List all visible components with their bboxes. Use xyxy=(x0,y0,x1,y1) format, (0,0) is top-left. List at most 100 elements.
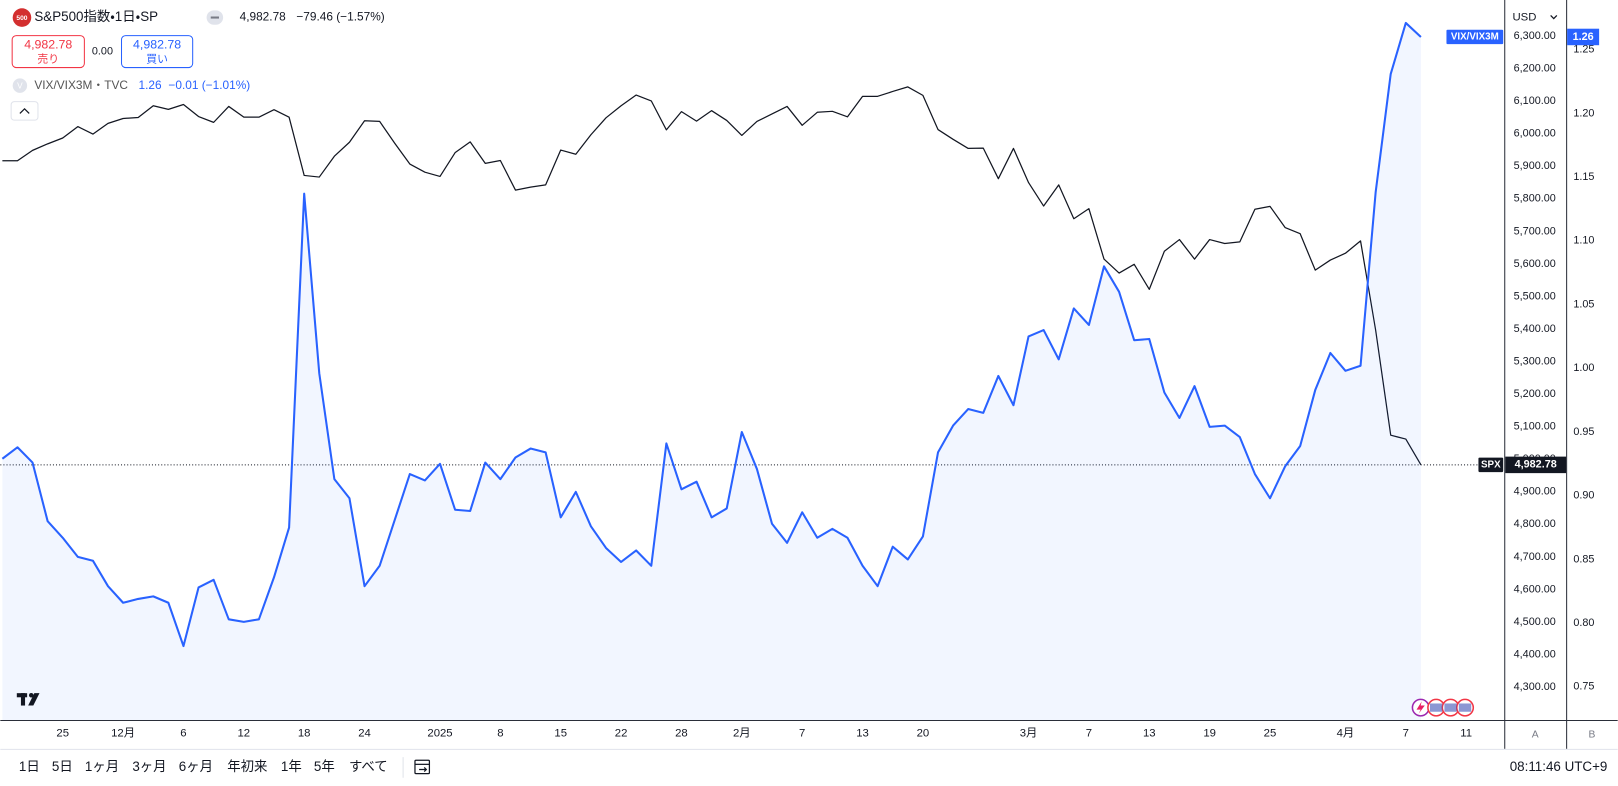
currency[interactable]: USD xyxy=(1512,12,1536,24)
collapse-caret xyxy=(19,107,30,114)
y-tick-label: 4,700.00 xyxy=(1514,551,1556,563)
range-button[interactable]: 1日 xyxy=(19,759,40,774)
y-tick-label: 4,800.00 xyxy=(1514,518,1556,530)
series-line xyxy=(2,86,1422,466)
y2-tick-label: 0.80 xyxy=(1573,617,1594,629)
y-tick-label: 6,000.00 xyxy=(1514,128,1556,140)
y2-tick-label: 1.15 xyxy=(1573,171,1594,183)
price-tags: SPX 4,982.78 VIX/VIX3M 1.26 xyxy=(1446,28,1600,474)
y2-tick-label: 1.25 xyxy=(1573,44,1594,56)
sell-price[interactable]: 4,982.78 xyxy=(24,38,72,52)
range-button[interactable]: 5年 xyxy=(314,759,335,774)
x-tick-label: 15 xyxy=(554,727,567,739)
overlay-change: −0.01 (−1.01%) xyxy=(168,78,250,92)
y-tick-label: 6,300.00 xyxy=(1514,30,1556,42)
series-name-tag xyxy=(1446,29,1504,45)
y2-tick-label: 0.85 xyxy=(1573,553,1594,565)
overlay-title[interactable]: VIX/VIX3M・TVC xyxy=(34,78,128,92)
symbol-title[interactable]: S&P500指数・1日・SP xyxy=(34,9,158,24)
range-button[interactable]: 1ヶ月 xyxy=(85,759,119,774)
y2-tick-label: 0.95 xyxy=(1573,426,1594,438)
x-tick-label: 11 xyxy=(1460,727,1472,739)
sell-button[interactable] xyxy=(11,35,85,69)
buy-price[interactable]: 4,982.78 xyxy=(133,38,181,52)
buy-label[interactable]: 買い xyxy=(146,53,168,66)
x-tick-label: 2025 xyxy=(427,727,452,739)
last-value: 1.26 xyxy=(1573,31,1594,43)
y-tick-label: 5,700.00 xyxy=(1514,225,1556,237)
series-line xyxy=(1,21,1422,648)
y-tick-label: 4,900.00 xyxy=(1514,486,1556,498)
x-tick-label: 19 xyxy=(1203,727,1216,739)
price-change: −79.46 (−1.57%) xyxy=(296,10,384,24)
y-tick-label: 4,400.00 xyxy=(1514,648,1556,660)
buy-button[interactable] xyxy=(120,35,194,69)
overlay-price: 1.26 xyxy=(139,78,162,92)
x-tick-label: 24 xyxy=(358,727,371,739)
x-tick-label: 2月 xyxy=(733,727,751,739)
plot-area xyxy=(0,21,1505,720)
x-tick-label: 25 xyxy=(1264,727,1277,739)
event-icons[interactable] xyxy=(1411,698,1475,717)
y-tick-label: 5,600.00 xyxy=(1514,258,1556,270)
sell-label[interactable]: 売り xyxy=(37,53,59,66)
y-tick-label: 6,100.00 xyxy=(1514,95,1556,107)
x-tick-label: 13 xyxy=(1143,727,1156,739)
x-tick-label: 4月 xyxy=(1337,727,1355,739)
range-button[interactable]: 3ヶ月 xyxy=(132,759,166,774)
date-range-icon[interactable] xyxy=(414,759,431,775)
currency-caret xyxy=(1550,15,1558,20)
collapse-button[interactable] xyxy=(10,101,39,121)
y-tick-label: 5,900.00 xyxy=(1514,160,1556,172)
overlay-icon xyxy=(12,78,28,93)
y-tick-label: 5,500.00 xyxy=(1514,290,1556,302)
y-tick-label: 5,300.00 xyxy=(1514,355,1556,367)
y-tick-label: 5,800.00 xyxy=(1514,193,1556,205)
scale-button[interactable]: B xyxy=(1588,730,1595,741)
x-tick-label: 22 xyxy=(615,727,628,739)
x-tick-label: 3月 xyxy=(1020,727,1038,739)
logo xyxy=(16,692,40,706)
x-tick-label: 28 xyxy=(675,727,688,739)
status-dash xyxy=(210,16,219,19)
y-tick-label: 4,500.00 xyxy=(1514,616,1556,628)
x-tick-label: 6 xyxy=(180,727,186,739)
symbol-icon-text: 500 xyxy=(16,15,27,22)
y2-tick-label: 1.10 xyxy=(1573,235,1594,247)
x-tick-label: 18 xyxy=(298,727,311,739)
y2-tick-label: 1.05 xyxy=(1573,298,1594,310)
y-tick-label: 5,100.00 xyxy=(1514,421,1556,433)
series-name: SPX xyxy=(1481,459,1501,470)
range-button[interactable]: すべて xyxy=(349,759,388,774)
range-buttons: 1日 5日 1ヶ月 3ヶ月 6ヶ月 年初来 1年 5年 すべて xyxy=(19,759,388,774)
price-axes: 4,300.00 4,400.00 4,500.00 4,600.00 4,700.00… xyxy=(1514,30,1595,693)
auto-scale-button[interactable]: A xyxy=(1532,730,1539,741)
scale-button-bg[interactable] xyxy=(1527,727,1543,742)
x-tick-label: 7 xyxy=(1403,727,1409,739)
y2-tick-label: 1.20 xyxy=(1573,107,1594,119)
x-tick-label: 12 xyxy=(238,727,251,739)
x-tick-label: 25 xyxy=(56,727,69,739)
range-button[interactable]: 5日 xyxy=(52,759,73,774)
y2-tick-label: 0.75 xyxy=(1573,681,1594,693)
series-name-tag xyxy=(1478,457,1504,473)
x-tick-label: 7 xyxy=(799,727,805,739)
y-tick-label: 5,200.00 xyxy=(1514,388,1556,400)
range-button[interactable]: 年初来 xyxy=(227,759,267,774)
last-price: 4,982.78 xyxy=(240,10,287,24)
spread: 0.00 xyxy=(92,45,113,57)
x-tick-label: 8 xyxy=(497,727,503,739)
range-button[interactable]: 1年 xyxy=(281,759,302,774)
range-button[interactable]: 6ヶ月 xyxy=(179,759,213,774)
x-tick-label: 20 xyxy=(917,727,930,739)
y2-tick-label: 1.00 xyxy=(1573,362,1594,374)
time-axis: 25 12月 6 12 18 24 2025 8 15 22 28 2月 7 13 20 3月 7 13 19 25 4… xyxy=(56,727,1472,739)
last-value-tag xyxy=(1505,456,1567,474)
last-value: 4,982.78 xyxy=(1515,459,1557,471)
overlay-icon-text: V xyxy=(17,81,23,90)
clock: 08:11:46 UTC+9 xyxy=(1510,759,1608,774)
x-tick-label: 7 xyxy=(1086,727,1092,739)
y-tick-label: 5,400.00 xyxy=(1514,323,1556,335)
